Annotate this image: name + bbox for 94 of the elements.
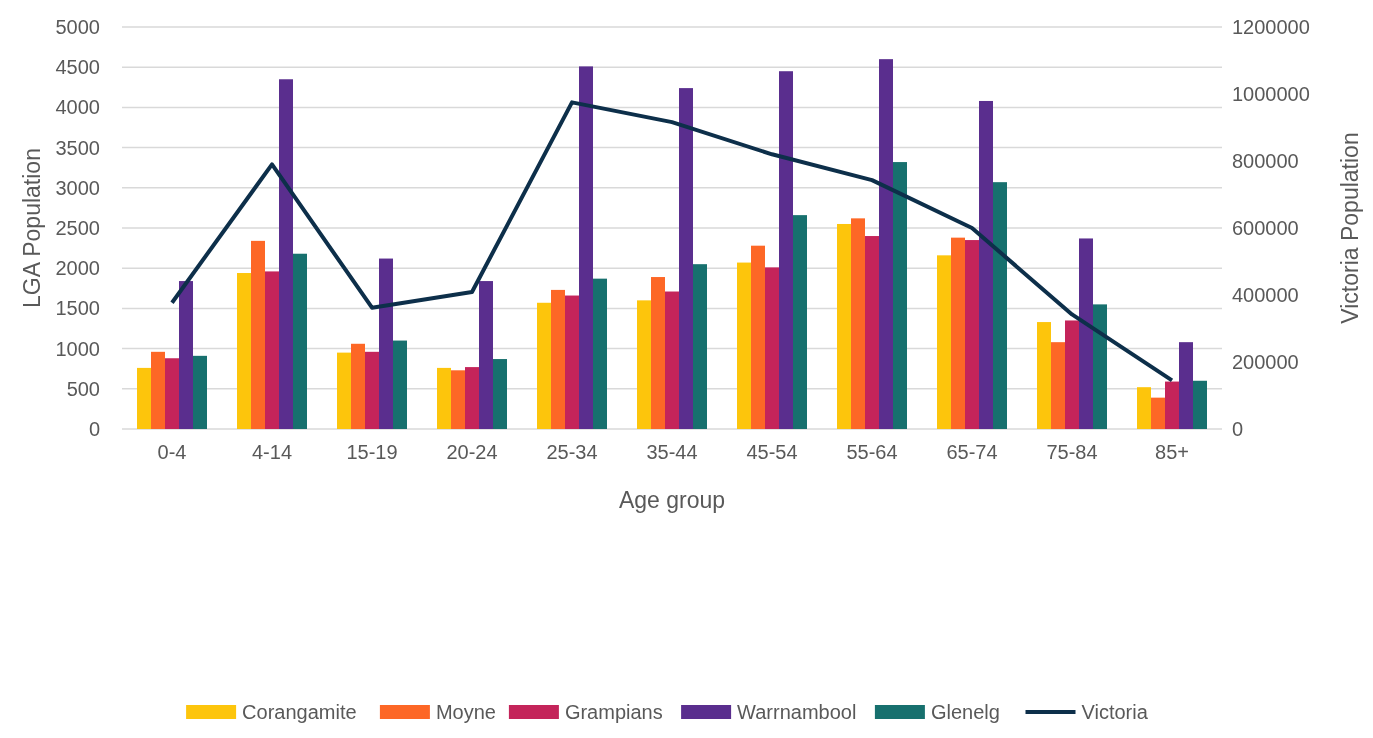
bar xyxy=(137,367,151,429)
bar xyxy=(565,295,579,429)
bar xyxy=(265,271,279,429)
bar xyxy=(651,277,665,429)
bar xyxy=(165,358,179,429)
bar xyxy=(179,281,193,429)
bar xyxy=(593,278,607,429)
bar xyxy=(893,162,907,429)
bar xyxy=(293,253,307,429)
bar xyxy=(251,240,265,429)
legend-label: Glenelg xyxy=(930,701,1000,723)
bar xyxy=(979,100,993,429)
y-tick-label: 2000 xyxy=(55,257,100,280)
bar xyxy=(779,71,793,429)
bar xyxy=(479,281,493,429)
bar xyxy=(993,182,1007,429)
bar xyxy=(637,300,651,429)
bar xyxy=(379,258,393,429)
bar xyxy=(365,351,379,429)
line-series xyxy=(170,100,1174,383)
y-tick-label: 1500 xyxy=(55,297,100,320)
x-tick-label: 85+ xyxy=(1155,441,1189,463)
bar xyxy=(937,255,951,429)
bar xyxy=(465,367,479,429)
bar xyxy=(493,359,507,429)
y-tick-label: 3500 xyxy=(55,136,100,159)
y-tick-label: 1000 xyxy=(55,337,100,360)
bar xyxy=(579,66,593,429)
bar xyxy=(193,355,207,429)
y-tick-label: 4500 xyxy=(55,56,100,79)
bar xyxy=(1065,320,1079,429)
x-tick-label: 0-4 xyxy=(157,441,187,463)
bar xyxy=(879,59,893,429)
bar xyxy=(551,289,565,429)
legend-label: Moyne xyxy=(435,701,496,723)
y-tick-label: 500 xyxy=(66,377,100,400)
y2-tick-label: 0 xyxy=(1232,418,1244,440)
x-tick-label: 55-64 xyxy=(846,441,898,463)
x-tick-label: 65-74 xyxy=(946,441,998,463)
bar xyxy=(1193,380,1207,429)
bar xyxy=(737,262,751,429)
bar xyxy=(537,302,551,429)
x-axis-title: Age group xyxy=(618,487,726,513)
bar xyxy=(1051,342,1065,429)
bar xyxy=(665,291,679,429)
bar xyxy=(337,352,351,429)
bar xyxy=(151,351,165,429)
y-tick-label: 5000 xyxy=(55,16,100,38)
y-tick-label: 2500 xyxy=(55,217,100,239)
y-tick-label: 3000 xyxy=(55,176,100,199)
bar xyxy=(437,367,451,429)
bar xyxy=(851,218,865,429)
x-tick-label: 25-34 xyxy=(546,441,598,463)
x-tick-label: 75-84 xyxy=(1046,441,1098,463)
legend-label: Grampians xyxy=(564,701,663,723)
bar xyxy=(1079,238,1093,429)
bar xyxy=(793,215,807,429)
bar xyxy=(451,370,465,429)
y-axis-title: LGA Population xyxy=(19,148,45,308)
y2-tick-label: 200000 xyxy=(1232,351,1299,373)
x-tick-label: 35-44 xyxy=(646,441,698,463)
x-tick-label: 45-54 xyxy=(746,441,798,463)
bar xyxy=(951,237,965,429)
legend-label: Corangamite xyxy=(242,701,357,723)
y2-axis-title: Victoria Population xyxy=(1337,132,1363,324)
bar xyxy=(1179,342,1193,429)
bar xyxy=(237,273,251,429)
bar xyxy=(393,340,407,429)
bar xyxy=(765,267,779,429)
x-tick-label: 4-14 xyxy=(251,441,293,463)
bar xyxy=(679,88,693,429)
bar xyxy=(751,245,765,429)
y2-tick-label: 1000000 xyxy=(1232,83,1310,105)
y2-tick-label: 400000 xyxy=(1232,284,1299,306)
x-tick-label: 20-24 xyxy=(446,441,498,463)
legend-label: Warrnambool xyxy=(737,701,857,723)
bar xyxy=(837,223,851,429)
y2-tick-label: 800000 xyxy=(1232,150,1299,172)
bar xyxy=(1037,322,1051,429)
bar xyxy=(1165,381,1179,429)
y2-tick-label: 1200000 xyxy=(1232,16,1310,38)
legend-label: Victoria xyxy=(1081,701,1149,723)
bar xyxy=(965,240,979,429)
bar xyxy=(1151,397,1165,429)
y-tick-label: 4000 xyxy=(55,96,100,119)
bar xyxy=(1137,387,1151,429)
y-tick-label: 0 xyxy=(88,418,100,440)
bar xyxy=(865,236,879,429)
y2-tick-label: 600000 xyxy=(1232,217,1299,239)
bar xyxy=(1093,304,1107,429)
bar xyxy=(351,343,365,429)
bar xyxy=(693,264,707,429)
bar xyxy=(279,79,293,429)
x-tick-label: 15-19 xyxy=(346,441,398,463)
